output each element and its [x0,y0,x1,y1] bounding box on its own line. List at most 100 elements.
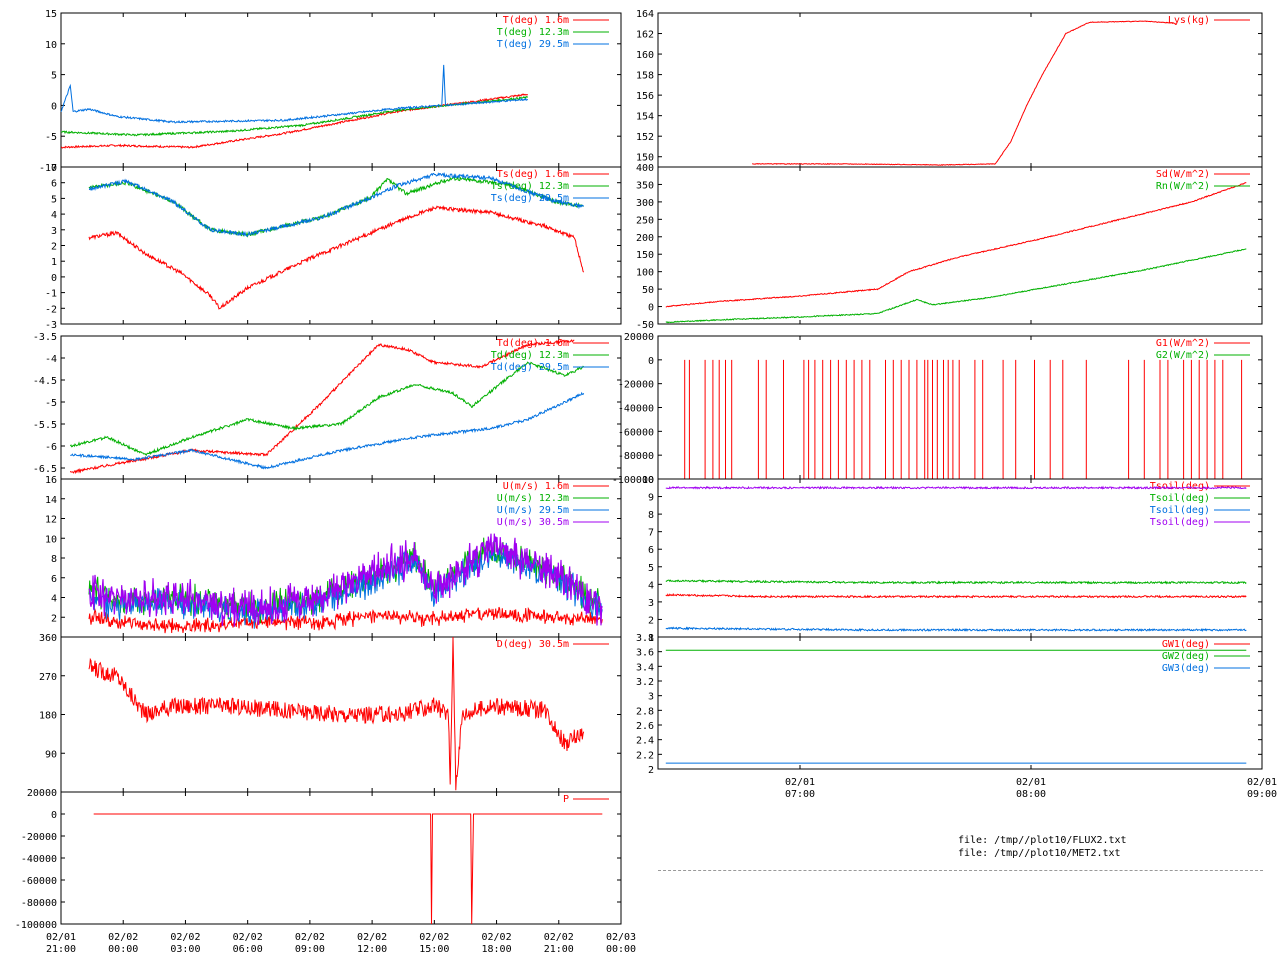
y-tick-label: 200 [636,233,654,244]
y-tick-label: 20000 [624,332,654,343]
series-line [665,248,1247,324]
x-tick-label: 00:00 [108,944,138,955]
y-tick-label: -6 [45,442,57,453]
y-tick-label: 350 [636,180,654,191]
x-tick-label: 18:00 [482,944,512,955]
y-tick-label: 5 [648,563,654,574]
y-tick-label: -100000 [612,475,654,486]
legend-label: D(deg) 30.5m [497,639,569,650]
series-line [88,204,585,310]
series-line [93,813,603,925]
series-line [88,606,603,634]
legend-label: U(m/s) 30.5m [497,517,569,528]
series-line [665,579,1247,585]
panel-frame [60,636,622,793]
panel-r4: 10987654321Tsoil(deg)Tsoil(deg)Tsoil(deg… [642,475,1263,644]
y-tick-label: -100000 [15,920,57,931]
series-line [751,20,1176,166]
legend-label: U(m/s) 1.6m [503,481,569,492]
y-tick-label: -1 [45,289,57,300]
x-tick-label: 02/02 [357,932,387,943]
y-tick-label: 0 [51,101,57,112]
y-tick-label: 8 [648,510,654,521]
panel-frame [657,636,1263,770]
legend-label: U(m/s) 12.3m [497,493,569,504]
series-line [60,64,529,124]
y-tick-label: -5.5 [33,420,57,431]
y-tick-label: -80000 [618,451,654,462]
y-tick-label: 270 [39,672,57,683]
y-tick-label: 2.8 [636,706,654,717]
legend-label: Tsoil(deg) [1150,505,1210,516]
series-line [60,96,529,137]
panel-l3: -3.5-4-4.5-5-5.5-6-6.5Td(deg) 1.6mTd(deg… [33,332,622,480]
legend-label: Td(deg) 12.3m [491,350,569,361]
x-tick-label: 02/02 [544,932,574,943]
y-tick-label: 2.4 [636,736,654,747]
series-line [88,636,585,791]
y-tick-label: 50 [642,285,654,296]
y-tick-label: -20000 [618,380,654,391]
y-tick-label: 6 [51,179,57,190]
x-tick-label: 02/03 [606,932,636,943]
dashed-divider [658,870,1263,871]
legend-label: GW2(deg) [1162,651,1210,662]
file-path-met: file: /tmp//plot10/MET2.txt [958,848,1121,859]
y-tick-label: 15 [45,9,57,20]
y-tick-label: -60000 [21,876,57,887]
series-line [70,391,585,470]
panel-r2: 400 350 300 250 200 150 100 50 0 -50 Sd(W/m^2)Rn(W… [636,163,1263,331]
panel-l6: 20000 0 -20000 -40000 -60000 -80000 -100000 P [15,788,622,931]
y-tick-label: 7 [51,163,57,174]
legend-label: Rn(W/m^2) [1156,181,1210,192]
series-line [684,359,1243,480]
y-tick-label: -4 [45,354,57,365]
y-tick-label: 6 [51,574,57,585]
y-tick-label: -60000 [618,427,654,438]
legend-label: Tsoil(deg) [1150,481,1210,492]
x-tick-label: 02/01 [1016,777,1046,788]
y-tick-label: 180 [39,711,57,722]
panel-l1: 15 10 5 0 -5 -10 T(deg) 1.6mT(deg) 12.3mT(deg)… [39,9,622,174]
x-tick-label: 08:00 [1016,789,1046,800]
y-tick-label: 164 [636,9,654,20]
y-tick-label: 0 [648,303,654,314]
legend-label: P [563,794,569,805]
x-tick-label: 02/02 [295,932,325,943]
x-tick-label: 09:00 [1247,789,1277,800]
legend-label: GW3(deg) [1162,663,1210,674]
series-line [665,592,1247,599]
y-tick-label: -5 [45,398,57,409]
x-tick-label: 03:00 [170,944,200,955]
y-tick-label: 4 [648,580,654,591]
y-tick-label: 3.2 [636,677,654,688]
x-tick-label: 12:00 [357,944,387,955]
y-tick-label: 150 [636,153,654,164]
y-tick-label: 0 [648,356,654,367]
panel-frame [657,12,1263,168]
panel-frame [657,166,1263,325]
y-tick-label: 154 [636,112,654,123]
legend-label: T(deg) 1.6m [503,15,569,26]
y-tick-label: 150 [636,250,654,261]
legend-label: Lys(kg) [1168,15,1210,26]
x-tick-label: 06:00 [233,944,263,955]
y-tick-label: -80000 [21,898,57,909]
y-tick-label: 14 [45,495,57,506]
y-tick-label: -40000 [618,404,654,415]
legend-label: Tsoil(deg) [1150,493,1210,504]
y-tick-label: 3.8 [636,633,654,644]
series-line [60,93,529,149]
y-tick-label: -10 [39,163,57,174]
y-tick-label: -3 [45,320,57,331]
y-tick-label: -40000 [21,854,57,865]
y-tick-label: -2 [45,304,57,315]
y-tick-label: 152 [636,132,654,143]
x-tick-label: 02/02 [419,932,449,943]
x-tick-label: 02/01 [1247,777,1277,788]
y-tick-label: 16 [45,475,57,486]
y-tick-label: 10 [45,40,57,51]
